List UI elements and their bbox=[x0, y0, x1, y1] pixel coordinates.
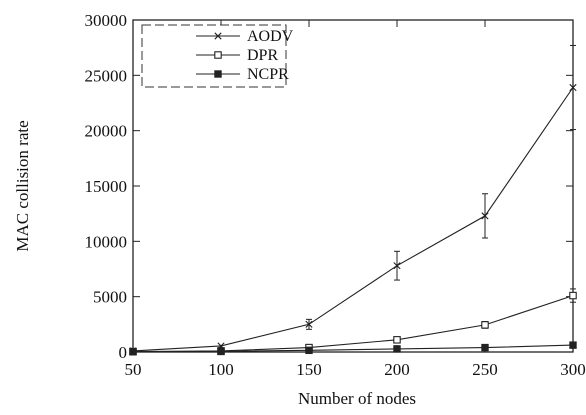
x-marker-stroke bbox=[569, 83, 577, 92]
y-axis-ticks: 0 5000 10000 15000 20000 25000 30000 bbox=[85, 11, 573, 362]
x-marker-stroke bbox=[214, 32, 222, 40]
filled-square-marker bbox=[481, 343, 489, 352]
filled-square-marker bbox=[569, 341, 577, 349]
x-tick-label: 100 bbox=[208, 360, 234, 379]
y-tick-label: 10000 bbox=[85, 232, 128, 251]
x-tick-label: 250 bbox=[472, 360, 498, 379]
open-square-marker bbox=[569, 291, 577, 300]
x-marker bbox=[214, 32, 222, 40]
x-marker-stroke bbox=[305, 320, 313, 328]
y-tick-label: 15000 bbox=[85, 177, 128, 196]
legend-item-ncpr: NCPR bbox=[196, 66, 289, 83]
series-line bbox=[132, 87, 574, 352]
open-square-marker bbox=[393, 336, 401, 344]
series-line bbox=[132, 344, 574, 353]
x-marker bbox=[305, 320, 313, 328]
legend-item-aodv: AODV bbox=[196, 28, 294, 45]
series-line bbox=[132, 295, 574, 353]
series-layer bbox=[129, 44, 577, 356]
series-aodv bbox=[129, 44, 577, 355]
legend-label: AODV bbox=[247, 28, 294, 45]
x-marker bbox=[481, 212, 489, 220]
x-marker-stroke bbox=[481, 212, 489, 220]
y-tick-label: 25000 bbox=[85, 66, 128, 85]
open-square-marker bbox=[481, 321, 489, 329]
x-axis-ticks: 50 100 150 200 250 300 bbox=[125, 20, 586, 379]
x-marker bbox=[393, 262, 401, 270]
series-dpr bbox=[129, 288, 577, 356]
legend-label: DPR bbox=[247, 47, 278, 64]
legend-item-dpr: DPR bbox=[196, 47, 278, 64]
x-tick-label: 50 bbox=[125, 360, 142, 379]
legend-box bbox=[141, 24, 287, 88]
y-tick-label: 0 bbox=[119, 343, 128, 362]
filled-square-marker bbox=[305, 346, 313, 355]
x-tick-label: 300 bbox=[560, 360, 586, 379]
y-tick-label: 30000 bbox=[85, 11, 128, 30]
y-axis-title: MAC collision rate bbox=[13, 120, 32, 251]
open-square-marker bbox=[214, 51, 222, 59]
filled-square-marker bbox=[217, 347, 225, 356]
y-tick-label: 5000 bbox=[93, 288, 127, 307]
filled-square-marker bbox=[129, 348, 137, 356]
x-tick-label: 200 bbox=[384, 360, 410, 379]
x-marker bbox=[569, 83, 577, 92]
x-tick-label: 150 bbox=[296, 360, 322, 379]
y-tick-label: 20000 bbox=[85, 122, 128, 141]
filled-square-marker bbox=[214, 70, 222, 78]
filled-square-marker bbox=[393, 345, 401, 353]
legend: AODV DPR NCPR bbox=[141, 24, 294, 88]
x-marker-stroke bbox=[393, 262, 401, 270]
x-axis-title: Number of nodes bbox=[298, 389, 416, 408]
legend-label: NCPR bbox=[247, 66, 289, 83]
series-ncpr bbox=[129, 341, 577, 356]
